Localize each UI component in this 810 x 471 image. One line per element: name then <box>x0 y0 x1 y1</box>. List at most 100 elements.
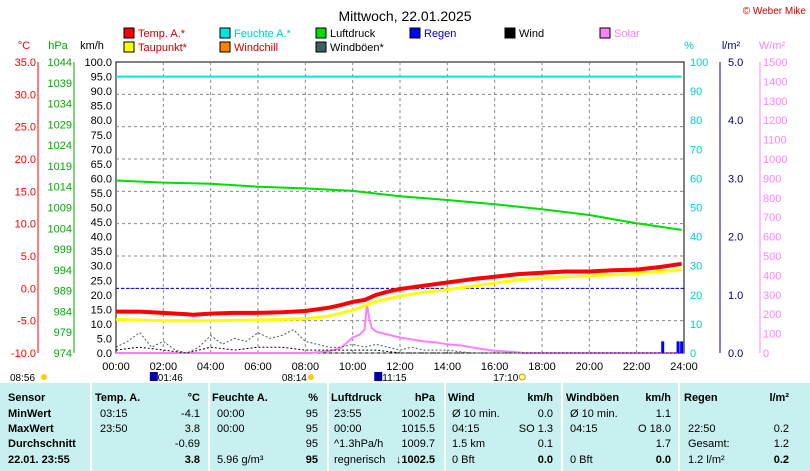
temp-tick: 15.0 <box>15 186 36 198</box>
moonrise-label: 11:15 <box>382 373 407 383</box>
wind-tick: 35.0 <box>91 246 112 258</box>
table-cell: 00:00 <box>217 408 245 420</box>
legend-entry: Luftdruck <box>330 28 376 40</box>
x-tick-label: 04:00 <box>197 361 225 373</box>
hum-axis-unit: % <box>684 40 694 52</box>
press-tick: 989 <box>54 286 72 298</box>
legend-entry: Regen <box>424 28 456 40</box>
press-tick: 1029 <box>48 119 72 131</box>
legend-swatch <box>219 27 231 39</box>
legend-entry: Windböen* <box>330 42 385 54</box>
solar-tick: 1200 <box>763 115 787 127</box>
legend-swatch <box>123 27 135 39</box>
wind-tick: 75.0 <box>91 130 112 142</box>
table-header: Windböen <box>566 392 620 404</box>
wind-tick: 60.0 <box>91 173 112 185</box>
table-cell: 95 <box>305 423 318 435</box>
legend-swatch <box>123 41 135 53</box>
table-cell: 95 <box>305 408 318 420</box>
solar-tick: 600 <box>763 232 781 244</box>
table-header: hPa <box>414 392 435 404</box>
legend-swatch <box>315 41 327 53</box>
x-tick-label: 20:00 <box>576 361 604 373</box>
wind-tick: 45.0 <box>91 217 112 229</box>
x-tick-label: 24:00 <box>670 361 698 373</box>
table-cell: 0.2 <box>773 454 789 466</box>
series-wind <box>115 346 684 354</box>
sunset-icon <box>518 373 526 381</box>
table-cell: Ø 10 min. <box>570 408 618 420</box>
press-tick: 1044 <box>48 57 72 69</box>
table-cell: 0.0 <box>537 454 553 466</box>
table-cell: 1.1 <box>655 408 671 420</box>
legend-entry: Temp. A.* <box>138 28 186 40</box>
wind-axis-unit: km/h <box>80 40 104 52</box>
table-cell: 00:00 <box>334 423 362 435</box>
table-header: Luftdruck <box>331 392 382 404</box>
hum-tick: 100 <box>690 57 708 69</box>
solar-tick: 1000 <box>763 154 787 166</box>
x-tick-label: 08:00 <box>292 361 320 373</box>
rain-tick: 4.0 <box>728 115 743 127</box>
table-header: % <box>308 392 318 404</box>
temp-tick: 35.0 <box>15 57 36 69</box>
sunrise-icon <box>307 374 314 380</box>
x-tick-label: 16:00 <box>481 361 509 373</box>
table-row-label: MinWert <box>8 408 52 420</box>
series-temp-a <box>116 261 682 317</box>
table-cell: 1002.5 <box>401 408 435 420</box>
x-tick-label: 00:00 <box>102 361 130 373</box>
wind-tick: 0.0 <box>97 348 112 360</box>
table-header: Regen <box>684 392 718 404</box>
legend-swatch <box>315 27 327 39</box>
press-tick: 1014 <box>48 182 72 194</box>
wind-tick: 25.0 <box>91 275 112 287</box>
table-cell: 04:15 <box>570 423 598 435</box>
table-cell: 1009.7 <box>401 438 435 450</box>
solar-tick: 400 <box>763 270 781 282</box>
table-separator <box>444 383 446 471</box>
press-tick: 1034 <box>48 99 72 111</box>
table-header: Sensor <box>8 392 46 404</box>
temp-tick: 20.0 <box>15 154 36 166</box>
credit-label: © Weber Mike <box>743 6 807 17</box>
weather-chart: Mittwoch, 22.01.2025 © Weber Mike Temp. A.… <box>10 6 807 383</box>
moonrise-icon <box>374 372 383 381</box>
x-tick-label: 14:00 <box>434 361 462 373</box>
table-cell: -4.1 <box>181 408 200 420</box>
table-cell: 0 Bft <box>570 454 593 466</box>
hum-tick: 40 <box>690 232 702 244</box>
table-header: Feuchte A. <box>212 392 268 404</box>
temp-tick: 30.0 <box>15 89 36 101</box>
table-cell: 22:50 <box>688 423 716 435</box>
temp-tick: 0.0 <box>21 283 36 295</box>
solar-tick: 700 <box>763 212 781 224</box>
sunset-label: 17:10 <box>493 373 518 383</box>
table-separator <box>90 383 92 471</box>
table-cell: 3.8 <box>184 423 200 435</box>
table-cell: 03:15 <box>100 408 128 420</box>
wind-tick: 5.0 <box>97 333 112 345</box>
wind-tick: 85.0 <box>91 101 112 113</box>
press-axis-unit: hPa <box>48 40 68 52</box>
solar-tick: 200 <box>763 309 781 321</box>
press-tick: 979 <box>54 327 72 339</box>
table-separator <box>208 383 210 471</box>
solar-tick: 1500 <box>763 57 787 69</box>
legend-entry: Taupunkt* <box>138 42 188 54</box>
legend-entry: Feuchte A.* <box>234 28 292 40</box>
table-cell: ^1.3hPa/h <box>334 438 384 450</box>
legend-swatch <box>219 41 231 53</box>
table-header: km/h <box>527 392 553 404</box>
table-cell: 1.2 l/m² <box>688 454 725 466</box>
table-header: °C <box>187 392 200 404</box>
hum-tick: 60 <box>690 173 702 185</box>
rain-bar <box>661 341 665 353</box>
rain-tick: 1.0 <box>728 290 743 302</box>
press-tick: 1004 <box>48 223 72 235</box>
x-tick-label: 06:00 <box>244 361 272 373</box>
rain-tick: 3.0 <box>728 173 743 185</box>
hum-tick: 10 <box>690 319 702 331</box>
wind-tick: 50.0 <box>91 203 112 215</box>
solar-tick: 1300 <box>763 96 787 108</box>
